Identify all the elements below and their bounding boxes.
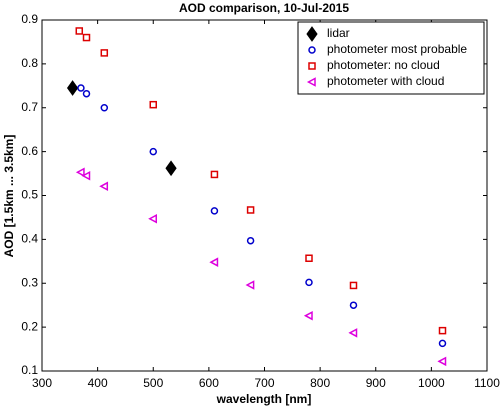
marker-circle	[349, 301, 358, 309]
marker-circle	[149, 147, 157, 156]
marker-square	[305, 254, 313, 262]
legend-marker	[308, 62, 316, 70]
marker-square	[100, 49, 109, 57]
marker-circle	[77, 84, 85, 92]
marker-square	[438, 326, 447, 335]
legend-label: photometer: no cloud	[327, 58, 440, 72]
x-tick-label: 300	[32, 376, 52, 390]
x-tick-label: 600	[199, 376, 219, 390]
y-tick-label: 0.8	[21, 56, 38, 70]
y-tick-label: 0.5	[21, 188, 38, 202]
x-tick-label: 1100	[474, 376, 500, 390]
marker-square	[82, 33, 91, 42]
legend-marker	[306, 26, 318, 42]
marker-triangle	[209, 257, 219, 267]
legend-marker	[308, 46, 316, 54]
legend-label: photometer most probable	[327, 42, 467, 56]
chart-title: AOD comparison, 10-Jul-2015	[179, 1, 349, 15]
marker-square	[349, 281, 358, 290]
marker-triangle	[437, 356, 447, 367]
x-tick-label: 700	[254, 376, 274, 390]
y-tick-label: 0.6	[21, 144, 38, 158]
marker-circle	[438, 339, 447, 348]
x-tick-label: 900	[366, 376, 386, 390]
marker-circle	[210, 207, 219, 215]
x-tick-label: 1000	[418, 376, 445, 390]
marker-circle	[305, 278, 313, 287]
x-tick-label: 800	[310, 376, 330, 390]
y-axis-label: AOD [1.5km ... 3.5km]	[2, 135, 16, 258]
legend-marker	[306, 77, 316, 87]
marker-diamond	[66, 80, 79, 96]
marker-triangle	[303, 310, 313, 321]
legend-box	[297, 21, 485, 95]
marker-square	[210, 170, 219, 179]
x-tick-label: 500	[143, 376, 163, 390]
y-tick-label: 0.4	[21, 232, 38, 246]
marker-square	[246, 206, 255, 214]
legend-label: photometer with cloud	[327, 74, 444, 88]
marker-circle	[100, 104, 109, 112]
x-axis-label: wavelength [nm]	[216, 392, 312, 406]
y-tick-label: 0.9	[21, 12, 38, 26]
marker-triangle	[81, 171, 91, 181]
legend-label: lidar	[327, 26, 350, 40]
marker-square	[149, 100, 157, 109]
marker-triangle	[348, 328, 358, 338]
y-tick-label: 0.3	[21, 275, 38, 289]
marker-triangle	[75, 167, 85, 178]
marker-triangle	[245, 280, 255, 290]
y-tick-label: 0.2	[21, 319, 38, 333]
marker-diamond	[165, 160, 177, 177]
x-tick-label: 400	[88, 376, 108, 390]
marker-circle	[246, 236, 255, 245]
marker-circle	[82, 89, 91, 98]
marker-triangle	[148, 213, 157, 224]
marker-triangle	[99, 181, 109, 192]
y-tick-label: 0.1	[21, 363, 38, 377]
y-tick-label: 0.7	[21, 100, 38, 114]
marker-square	[75, 27, 84, 35]
